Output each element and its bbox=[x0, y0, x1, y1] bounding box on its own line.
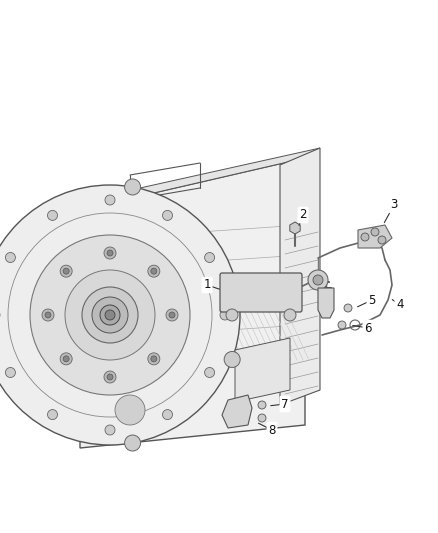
Circle shape bbox=[107, 250, 113, 256]
Polygon shape bbox=[280, 148, 320, 405]
Circle shape bbox=[258, 414, 266, 422]
Circle shape bbox=[42, 309, 54, 321]
Circle shape bbox=[100, 305, 120, 325]
Circle shape bbox=[338, 321, 346, 329]
Circle shape bbox=[226, 309, 238, 321]
Circle shape bbox=[162, 409, 173, 419]
Polygon shape bbox=[235, 338, 290, 402]
Circle shape bbox=[63, 356, 69, 362]
Circle shape bbox=[344, 304, 352, 312]
Circle shape bbox=[65, 270, 155, 360]
Circle shape bbox=[63, 268, 69, 274]
Circle shape bbox=[45, 312, 51, 318]
Text: 7: 7 bbox=[281, 398, 289, 410]
Circle shape bbox=[30, 235, 190, 395]
Text: 4: 4 bbox=[396, 298, 404, 311]
Circle shape bbox=[124, 435, 141, 451]
FancyBboxPatch shape bbox=[220, 273, 302, 312]
Text: 2: 2 bbox=[299, 208, 307, 222]
Circle shape bbox=[47, 409, 57, 419]
Circle shape bbox=[148, 265, 160, 277]
Circle shape bbox=[105, 425, 115, 435]
Circle shape bbox=[104, 247, 116, 259]
Circle shape bbox=[115, 395, 145, 425]
Circle shape bbox=[60, 265, 72, 277]
Circle shape bbox=[151, 268, 157, 274]
Circle shape bbox=[82, 287, 138, 343]
Circle shape bbox=[371, 228, 379, 236]
Circle shape bbox=[0, 185, 240, 445]
Circle shape bbox=[224, 351, 240, 367]
Circle shape bbox=[205, 253, 215, 262]
Polygon shape bbox=[60, 218, 100, 422]
Circle shape bbox=[92, 297, 128, 333]
Circle shape bbox=[378, 236, 386, 244]
Circle shape bbox=[105, 195, 115, 205]
Circle shape bbox=[107, 374, 113, 380]
Text: 8: 8 bbox=[268, 424, 276, 437]
Circle shape bbox=[205, 367, 215, 377]
Polygon shape bbox=[80, 158, 305, 448]
Circle shape bbox=[60, 353, 72, 365]
Text: 1: 1 bbox=[203, 279, 211, 292]
Circle shape bbox=[5, 253, 15, 262]
Circle shape bbox=[166, 309, 178, 321]
Circle shape bbox=[151, 356, 157, 362]
Circle shape bbox=[148, 353, 160, 365]
Text: 6: 6 bbox=[364, 321, 372, 335]
Polygon shape bbox=[222, 395, 252, 428]
Polygon shape bbox=[358, 225, 392, 248]
Circle shape bbox=[361, 233, 369, 241]
Circle shape bbox=[47, 211, 57, 221]
Circle shape bbox=[105, 310, 115, 320]
Circle shape bbox=[162, 211, 173, 221]
Polygon shape bbox=[290, 222, 300, 234]
Circle shape bbox=[284, 309, 296, 321]
Circle shape bbox=[124, 179, 141, 195]
Polygon shape bbox=[80, 148, 320, 210]
Circle shape bbox=[104, 371, 116, 383]
Circle shape bbox=[220, 310, 230, 320]
Polygon shape bbox=[318, 288, 334, 318]
Circle shape bbox=[5, 367, 15, 377]
Text: 5: 5 bbox=[368, 294, 376, 306]
Circle shape bbox=[313, 275, 323, 285]
Text: 3: 3 bbox=[390, 198, 398, 212]
Circle shape bbox=[308, 270, 328, 290]
Circle shape bbox=[258, 401, 266, 409]
Circle shape bbox=[169, 312, 175, 318]
